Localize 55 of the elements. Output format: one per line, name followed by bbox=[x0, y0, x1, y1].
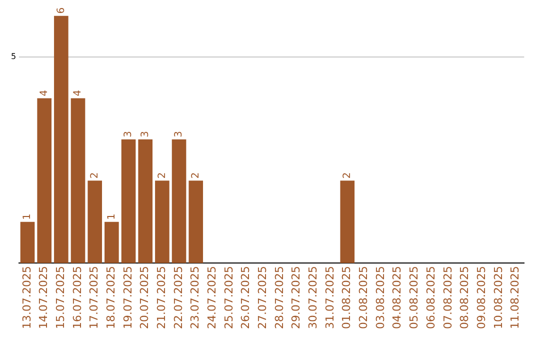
x-tick-label: 29.07.2025 bbox=[290, 266, 303, 330]
bar bbox=[54, 16, 68, 264]
x-tick-label: 25.07.2025 bbox=[222, 266, 236, 330]
x-tick-label: 17.07.2025 bbox=[88, 266, 101, 330]
x-tick-label: 20.07.2025 bbox=[138, 266, 152, 330]
data-label: 1 bbox=[106, 213, 118, 220]
bar bbox=[104, 222, 119, 264]
x-tick-label: 30.07.2025 bbox=[306, 266, 320, 330]
data-label: 4 bbox=[72, 90, 84, 96]
y-tick-label: 5 bbox=[10, 52, 16, 62]
x-tick-label: 03.08.2025 bbox=[374, 266, 387, 330]
x-tick-label: 05.08.2025 bbox=[408, 266, 421, 330]
bar bbox=[121, 139, 136, 264]
data-label: 3 bbox=[174, 131, 185, 138]
x-tick-label: 08.08.2025 bbox=[458, 266, 472, 330]
bar bbox=[188, 180, 204, 264]
x-tick-label: 16.07.2025 bbox=[70, 266, 84, 330]
x-tick-label: 06.08.2025 bbox=[424, 266, 438, 330]
x-tick-label: 09.08.2025 bbox=[474, 266, 488, 330]
bar bbox=[70, 98, 86, 264]
x-tick-label: 01.08.2025 bbox=[340, 266, 354, 330]
data-label: 6 bbox=[56, 7, 67, 14]
x-tick-label: 14.07.2025 bbox=[37, 266, 50, 330]
data-label: 3 bbox=[123, 131, 134, 138]
bar bbox=[155, 180, 170, 264]
x-tick-label: 26.07.2025 bbox=[239, 266, 252, 330]
x-tick-label: 11.08.2025 bbox=[508, 266, 522, 330]
data-label: 3 bbox=[140, 131, 151, 138]
x-tick-label: 15.07.2025 bbox=[54, 266, 68, 330]
x-tick-label: 19.07.2025 bbox=[121, 266, 134, 330]
x-tick-label: 18.07.2025 bbox=[104, 266, 118, 330]
data-label: 2 bbox=[89, 172, 100, 179]
x-tick-label: 10.08.2025 bbox=[492, 266, 505, 330]
data-label: 1 bbox=[22, 213, 34, 220]
bar bbox=[340, 180, 355, 264]
bar bbox=[172, 139, 186, 264]
data-label: 2 bbox=[156, 172, 168, 179]
x-tick-label: 22.07.2025 bbox=[172, 266, 185, 330]
x-tick-label: 31.07.2025 bbox=[323, 266, 336, 330]
bar bbox=[138, 139, 153, 264]
bar bbox=[20, 222, 35, 264]
x-tick-label: 13.07.2025 bbox=[20, 266, 34, 330]
x-tick-label: 21.07.2025 bbox=[155, 266, 168, 330]
bar bbox=[37, 98, 52, 264]
data-label: 2 bbox=[342, 172, 353, 179]
x-tick-label: 23.07.2025 bbox=[188, 266, 202, 330]
bar bbox=[88, 180, 102, 264]
x-tick-label: 07.08.2025 bbox=[441, 266, 454, 330]
data-label: 2 bbox=[190, 172, 202, 179]
x-tick-label: 28.07.2025 bbox=[272, 266, 286, 330]
data-label: 4 bbox=[38, 90, 50, 96]
x-tick-label: 02.08.2025 bbox=[357, 266, 370, 330]
x-tick-label: 27.07.2025 bbox=[256, 266, 270, 330]
x-tick-label: 24.07.2025 bbox=[206, 266, 219, 330]
x-tick-label: 04.08.2025 bbox=[390, 266, 404, 330]
